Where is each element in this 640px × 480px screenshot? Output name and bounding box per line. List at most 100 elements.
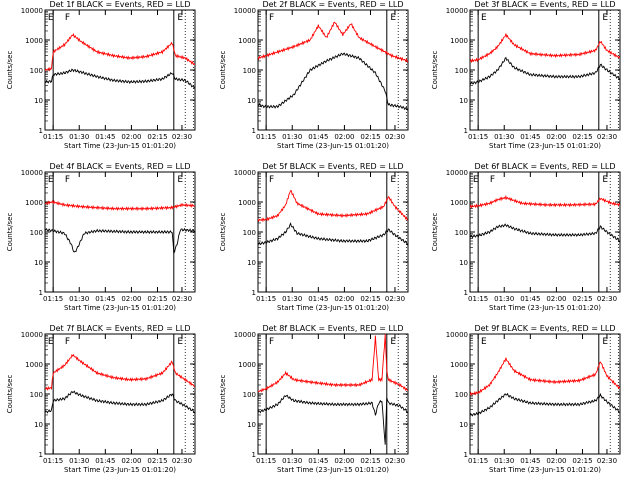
plot-frame [257, 9, 409, 131]
segment-label: E [481, 337, 487, 347]
x-tick-label: 01:15 [43, 295, 63, 303]
series-line-lld [470, 357, 620, 396]
series-line-lld [45, 33, 195, 72]
y-axis-label: Counts/sec [431, 213, 439, 252]
y-tick-label: 10000 [21, 7, 43, 15]
x-axis-label: Start Time (23-Jun-15 01:01:20) [64, 304, 176, 312]
y-tick-label: 10 [247, 421, 256, 429]
x-tick-label: 01:15 [256, 457, 276, 465]
x-tick-label: 01:30 [282, 457, 302, 465]
panel-9: Det 9f BLACK = Events, RED = LLD 1 10 100 10… [431, 324, 621, 474]
y-tick-label: 100 [455, 391, 468, 399]
x-tick-label: 01:30 [494, 133, 514, 141]
x-tick-label: 02:30 [597, 295, 617, 303]
x-tick-label: 02:00 [121, 295, 141, 303]
panel-8: Det 8f BLACK = Events, RED = LLD 1 10 100 10… [219, 324, 409, 474]
x-tick-label: 01:30 [282, 133, 302, 141]
y-tick-label: 100 [243, 67, 256, 75]
panel-4: Det 4f BLACK = Events, RED = LLD 1 10 100 10… [6, 162, 196, 312]
y-tick-label: 1 [252, 289, 256, 297]
panel-title: Det 5f BLACK = Events, RED = LLD [262, 162, 403, 171]
x-tick-label: 01:30 [494, 295, 514, 303]
x-tick-label: 02:15 [360, 295, 380, 303]
x-tick-label: 02:15 [360, 457, 380, 465]
y-tick-label: 10000 [21, 169, 43, 177]
panel-5: Det 5f BLACK = Events, RED = LLD 1 10 100 10… [219, 162, 409, 312]
x-tick-label: 01:45 [308, 133, 328, 141]
y-tick-label: 1000 [450, 361, 468, 369]
x-tick-label: 02:30 [597, 133, 617, 141]
x-tick-label: 02:15 [147, 133, 167, 141]
y-tick-label: 100 [455, 229, 468, 237]
segment-label: E [473, 175, 479, 185]
y-tick-label: 10000 [234, 169, 256, 177]
panel-1: Det 1f BLACK = Events, RED = LLD 1 10 100 10… [6, 0, 196, 150]
segment-label: E [390, 13, 396, 23]
segment-label: E [602, 175, 608, 185]
plot-frame [44, 9, 196, 131]
y-tick-label: 1 [39, 127, 43, 135]
y-tick-label: 10000 [21, 331, 43, 339]
y-tick-label: 10 [34, 97, 43, 105]
x-axis-label: Start Time (23-Jun-15 01:01:20) [277, 466, 389, 474]
plot-frame [469, 171, 621, 293]
x-tick-label: 01:45 [308, 457, 328, 465]
y-tick-label: 10000 [446, 331, 468, 339]
x-tick-label: 02:30 [385, 457, 405, 465]
y-axis-label: Counts/sec [431, 375, 439, 414]
y-tick-label: 10 [459, 421, 468, 429]
y-tick-label: 1000 [238, 361, 256, 369]
x-tick-label: 01:15 [468, 133, 488, 141]
y-tick-label: 100 [243, 229, 256, 237]
panel-title: Det 3f BLACK = Events, RED = LLD [474, 0, 615, 9]
x-tick-label: 01:30 [69, 295, 89, 303]
y-tick-label: 100 [455, 67, 468, 75]
segment-label: F [65, 175, 70, 185]
x-tick-label: 01:45 [520, 295, 540, 303]
panel-2: Det 2f BLACK = Events, RED = LLD 1 10 100 10… [219, 0, 409, 150]
y-tick-label: 100 [30, 67, 43, 75]
y-tick-label: 1000 [450, 199, 468, 207]
panel-title: Det 8f BLACK = Events, RED = LLD [262, 324, 403, 333]
x-tick-label: 02:15 [572, 133, 592, 141]
x-tick-label: 02:30 [172, 133, 192, 141]
y-tick-label: 10000 [446, 169, 468, 177]
x-axis-label: Start Time (23-Jun-15 01:01:20) [489, 466, 601, 474]
series-line-events [470, 223, 620, 243]
plot-frame [44, 171, 196, 293]
x-axis-label: Start Time (23-Jun-15 01:01:20) [277, 304, 389, 312]
y-tick-label: 1 [39, 451, 43, 459]
x-tick-label: 02:00 [121, 457, 141, 465]
segment-label: F [490, 175, 495, 185]
y-tick-label: 1000 [238, 37, 256, 45]
y-tick-label: 1 [252, 451, 256, 459]
x-tick-label: 01:30 [69, 133, 89, 141]
panel-title: Det 9f BLACK = Events, RED = LLD [474, 324, 615, 333]
segment-label: E [390, 175, 396, 185]
segment-label: E [177, 13, 183, 23]
x-tick-label: 02:30 [385, 295, 405, 303]
y-tick-label: 10000 [446, 7, 468, 15]
x-tick-label: 01:45 [520, 133, 540, 141]
x-tick-label: 01:45 [95, 295, 115, 303]
x-tick-label: 01:30 [69, 457, 89, 465]
x-tick-label: 01:30 [494, 457, 514, 465]
series-line-lld [258, 334, 408, 393]
x-tick-label: 01:15 [468, 457, 488, 465]
segment-label: E [481, 13, 487, 23]
x-tick-label: 01:15 [43, 133, 63, 141]
x-tick-label: 01:15 [43, 457, 63, 465]
x-tick-label: 02:15 [360, 133, 380, 141]
y-tick-label: 1 [464, 127, 468, 135]
segment-label: F [269, 175, 274, 185]
x-axis-label: Start Time (23-Jun-15 01:01:20) [277, 142, 389, 150]
y-tick-label: 10 [34, 259, 43, 267]
x-tick-label: 01:15 [256, 295, 276, 303]
x-tick-label: 01:45 [520, 457, 540, 465]
x-tick-label: 01:45 [308, 295, 328, 303]
panel-title: Det 4f BLACK = Events, RED = LLD [49, 162, 190, 171]
segment-label: E [177, 175, 183, 185]
panel-7: Det 7f BLACK = Events, RED = LLD 1 10 100 10… [6, 324, 196, 474]
x-axis-label: Start Time (23-Jun-15 01:01:20) [64, 142, 176, 150]
x-tick-label: 02:00 [546, 133, 566, 141]
